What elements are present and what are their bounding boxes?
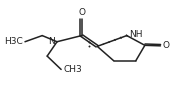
Text: CH3: CH3: [64, 65, 82, 74]
Text: N: N: [48, 37, 55, 46]
Text: O: O: [163, 41, 170, 50]
Text: NH: NH: [129, 30, 142, 39]
Text: O: O: [78, 8, 85, 17]
Text: H3C: H3C: [4, 37, 23, 46]
